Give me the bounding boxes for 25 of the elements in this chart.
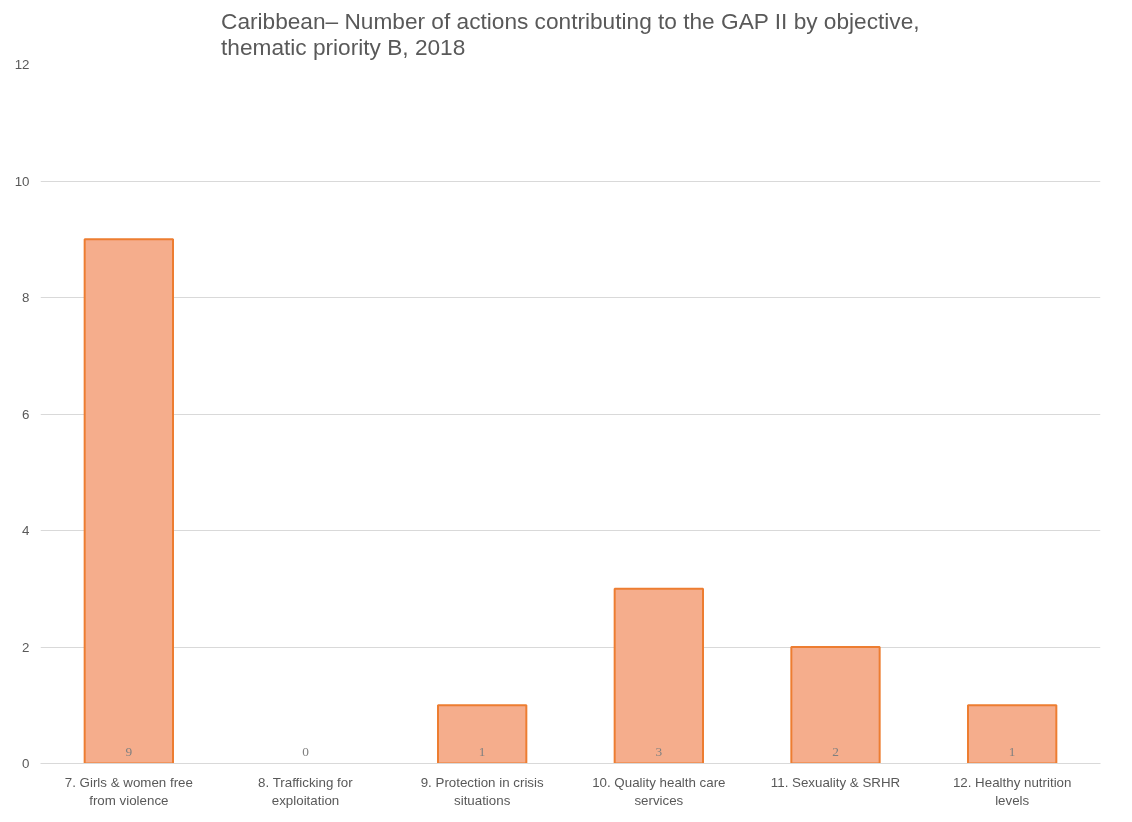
bar: [790, 646, 881, 764]
y-tick-label: 4: [22, 523, 31, 538]
y-tick-label: 6: [22, 406, 30, 422]
x-tick-label: 11. Sexuality & SRHR: [770, 774, 901, 790]
data-label: 9: [125, 743, 133, 759]
data-label: 3: [655, 743, 663, 759]
data-label: 1: [478, 743, 486, 759]
y-tick-label: 10: [14, 173, 30, 189]
data-label: 2: [832, 743, 839, 759]
y-tick-label: 2: [22, 639, 30, 655]
x-tick-label: 10. Quality health care services: [592, 774, 726, 808]
chart-title: Caribbean– Number of actions contributing to the GAP II by objective, thematic priority B, 2018: [221, 7, 920, 60]
x-tick-label: 12. Healthy nutrition levels: [952, 774, 1072, 808]
x-tick-label: 7. Girls & women free from violence: [64, 774, 193, 808]
data-label: 1: [1008, 743, 1016, 759]
y-tick-label: 0: [22, 756, 30, 771]
x-tick-label: 9. Protection in crisis situations: [420, 774, 544, 808]
data-label: 0: [302, 743, 310, 759]
y-tick-label: 12: [14, 57, 30, 72]
x-tick-label: 8. Trafficking for exploitation: [258, 774, 354, 808]
bar: [967, 704, 1058, 764]
bar: [437, 704, 528, 764]
bar: [613, 587, 704, 764]
bar: [83, 238, 174, 764]
y-tick-label: 8: [22, 290, 30, 305]
